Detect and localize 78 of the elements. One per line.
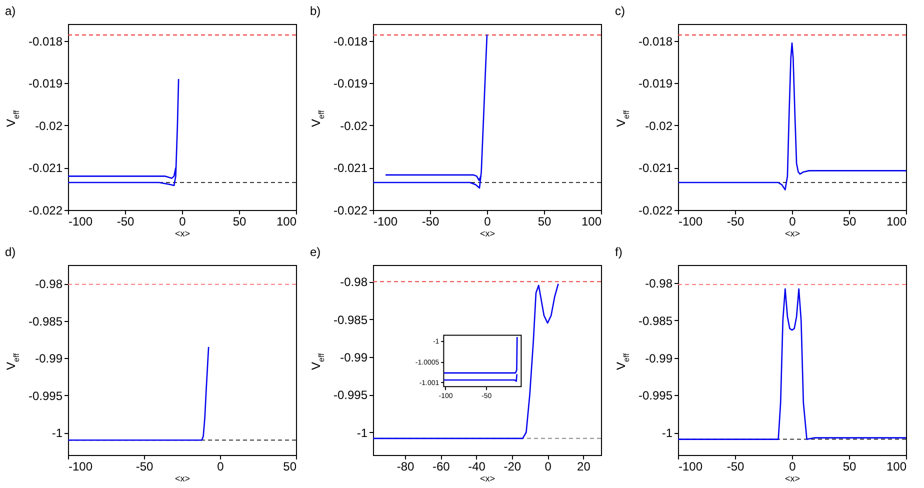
y-tick-label: -0.019 — [333, 76, 368, 91]
y-tick-label: -0.018 — [333, 34, 368, 48]
x-tick-label: -20 — [504, 460, 522, 474]
y-axis-title: Veff — [4, 109, 21, 128]
x-tick-label: -100 — [678, 460, 703, 474]
y-tick-label: -0.018 — [638, 34, 673, 48]
x-tick-label: 20 — [577, 460, 591, 474]
y-tick-label: -0.99 — [340, 350, 368, 364]
x-tick-label: -50 — [422, 214, 440, 228]
x-tick-label: -60 — [432, 460, 450, 474]
chart-title: f) — [615, 245, 622, 259]
chart-title: c) — [615, 4, 625, 18]
y-tick-label: -0.022 — [638, 204, 673, 218]
y-tick-label: -1 — [356, 426, 368, 440]
x-tick-label: -100 — [374, 214, 398, 228]
y-tick-label: -0.995 — [333, 388, 368, 402]
y-tick-label: -0.02 — [35, 118, 63, 133]
y-tick-label: -0.021 — [28, 161, 63, 176]
x-tick-label: 0 — [789, 214, 796, 228]
y-tick-label: -1 — [662, 426, 673, 440]
x-tick-label: -100 — [68, 460, 93, 474]
y-axis-title: Veff — [309, 109, 326, 128]
chart-title: b) — [310, 4, 321, 18]
x-tick-label: 50 — [842, 460, 856, 474]
x-tick-label: 100 — [886, 460, 907, 474]
x-tick-label: 100 — [886, 214, 907, 228]
y-tick-label: -0.98 — [340, 275, 368, 290]
x-tick-label: 0 — [179, 214, 186, 228]
y-tick-label: -0.019 — [638, 76, 673, 91]
y-tick-label: -0.98 — [35, 277, 63, 292]
y-tick-label: -0.021 — [333, 161, 368, 176]
x-tick-label: -40 — [468, 460, 486, 474]
y-tick-label: -1 — [52, 426, 63, 440]
x-tick-label: -50 — [116, 214, 134, 228]
x-tick-label: 0 — [544, 460, 552, 474]
x-axis-title: <x> — [480, 228, 496, 238]
y-tick-label: -0.98 — [645, 276, 673, 290]
chart-title: d) — [5, 245, 16, 259]
x-axis-title: <x> — [174, 228, 190, 238]
x-tick-label: -50 — [726, 460, 744, 474]
y-tick-label: -0.02 — [340, 118, 368, 133]
y-tick-label: -0.018 — [28, 34, 63, 48]
x-tick-label: -100 — [68, 214, 93, 228]
x-tick-label: -50 — [136, 460, 154, 474]
y-tick-label: -0.985 — [333, 312, 368, 327]
y-tick-label: -0.022 — [28, 204, 63, 218]
x-tick-label: 0 — [484, 214, 492, 228]
y-tick-label: -0.985 — [28, 314, 63, 328]
y-tick-label: -0.985 — [638, 314, 673, 328]
x-axis-title: <x> — [784, 474, 800, 484]
x-tick-label: 0 — [789, 460, 796, 474]
x-axis-title: <x> — [174, 474, 190, 484]
y-tick-label: -0.021 — [638, 161, 673, 176]
y-tick-label: -0.995 — [28, 388, 63, 403]
x-axis-title: <x> — [784, 228, 800, 238]
y-tick-label: -0.022 — [333, 204, 368, 218]
y-tick-label: -0.019 — [28, 76, 63, 91]
x-tick-label: 50 — [232, 214, 246, 228]
y-tick-label: -0.99 — [645, 351, 673, 366]
y-tick-label: -0.02 — [645, 118, 673, 133]
chart-title: e) — [310, 245, 321, 259]
y-axis-title: Veff — [614, 352, 631, 370]
y-axis-title: Veff — [309, 352, 326, 370]
x-tick-label: -100 — [678, 214, 703, 228]
chart-title: a) — [5, 4, 16, 18]
x-axis-title: <x> — [480, 474, 496, 484]
y-axis-title: Veff — [614, 109, 631, 128]
x-tick-label: 100 — [276, 214, 297, 228]
x-tick-label: 50 — [842, 214, 856, 228]
y-tick-label: -0.995 — [638, 388, 673, 403]
y-axis-title: Veff — [4, 352, 21, 370]
x-tick-label: 50 — [538, 214, 552, 228]
x-tick-label: 50 — [283, 460, 297, 474]
x-tick-label: 100 — [581, 214, 602, 228]
x-tick-label: -50 — [726, 214, 744, 228]
x-tick-label: 0 — [217, 460, 224, 474]
y-tick-label: -0.99 — [35, 352, 63, 366]
x-tick-label: -80 — [396, 460, 415, 474]
